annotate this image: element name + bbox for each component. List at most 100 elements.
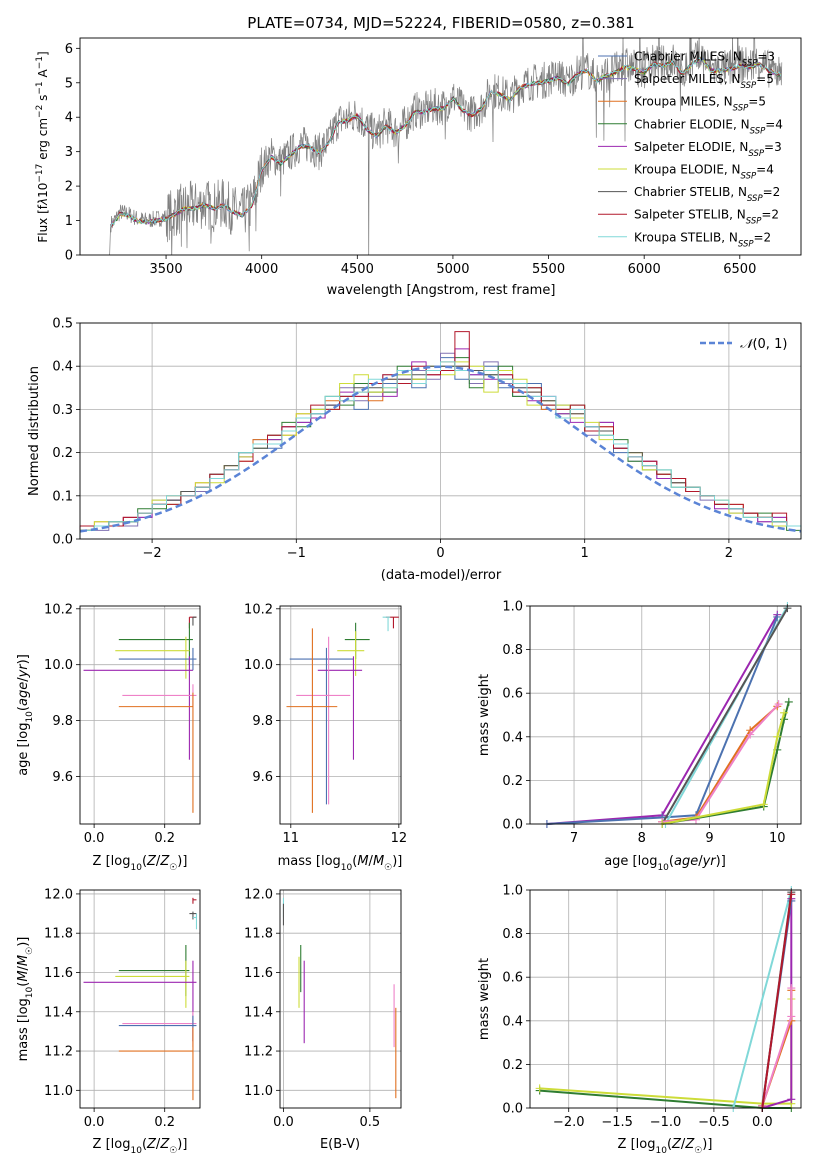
massweight-vs-Z-ytick-label: 0.4 bbox=[502, 1014, 523, 1029]
massweight-vs-Z-ytick-label: 0.8 bbox=[502, 927, 523, 942]
residual-plot-area bbox=[79, 322, 802, 540]
mass-vs-ebv-ytick-label: 11.2 bbox=[244, 1045, 273, 1060]
age-vs-mass-axes-frame bbox=[279, 605, 402, 825]
mass-vs-ebv-ytick-label: 11.4 bbox=[244, 1005, 273, 1020]
residual-ticks: −2 −1 0 1 2 0.0 0.1 0.2 0.3 0.4 0.5 bbox=[52, 317, 733, 562]
spectrum-ytick-label: 4 bbox=[65, 111, 73, 126]
age-vs-mass-ytick-label: 9.8 bbox=[252, 714, 273, 729]
mass-vs-Z-ytick-label: 11.4 bbox=[44, 1005, 73, 1020]
age-vs-mass-ytick-label: 9.6 bbox=[252, 770, 273, 785]
normal-legend-label: 𝒩(0, 1) bbox=[740, 337, 787, 352]
residual-xlabel: (data-model)/error bbox=[381, 568, 502, 583]
mass-vs-Z-ytick-label: 11.8 bbox=[44, 927, 73, 942]
massweight-vs-Z-panel: −2.0 −1.5 −1.0 −0.5 0.0 0.0 0.2 0.4 0.6 0.8 1.0 Z … bbox=[477, 884, 802, 1156]
plus-marker bbox=[787, 1012, 796, 1021]
spectrum-ylabel: Flux [fλ10−17 erg cm−2 s−1 A−1] bbox=[35, 51, 50, 242]
age-vs-mass-xtick-label: 12 bbox=[391, 831, 408, 846]
plus-marker bbox=[759, 800, 768, 809]
massweight-vs-age-xtick-label: 7 bbox=[570, 831, 578, 846]
mass-vs-ebv-ytick-label: 11.6 bbox=[244, 966, 273, 981]
massweight-vs-age-axes-frame bbox=[529, 605, 802, 825]
mass-vs-Z-ticks: 0.0 0.2 11.0 11.2 11.4 11.6 11.8 12.0 bbox=[44, 887, 175, 1130]
mass-vs-Z-xlabel: Z [log10(Z/Z☉)] bbox=[93, 1137, 188, 1156]
mass-vs-Z-ytick-label: 11.2 bbox=[44, 1045, 73, 1060]
age-vs-mass-panel: 11 12 9.6 9.8 10.0 10.2 mass [log10(M/M☉)] bbox=[244, 602, 407, 873]
spectrum-xtick-label: 4500 bbox=[341, 262, 374, 277]
legend-label: Chabrier ELODIE, NSSP=4 bbox=[634, 117, 783, 136]
massweight-vs-Z-ytick-label: 1.0 bbox=[502, 884, 523, 899]
massweight-vs-Z-ytick-label: 0.2 bbox=[502, 1058, 523, 1073]
plus-marker bbox=[784, 697, 793, 706]
series-line bbox=[661, 705, 778, 823]
plus-marker bbox=[773, 732, 782, 741]
age-vs-Z-ytick-label: 9.8 bbox=[52, 714, 73, 729]
spectrum-ytick-label: 2 bbox=[65, 180, 73, 195]
residuals-ytick-label: 0.0 bbox=[52, 533, 73, 548]
series-line bbox=[661, 607, 789, 825]
series-line bbox=[761, 894, 793, 1109]
residuals-xtick-label: 1 bbox=[581, 546, 589, 561]
spectrum-ytick-label: 6 bbox=[65, 42, 73, 57]
mass-vs-ebv-axes-frame bbox=[279, 889, 402, 1109]
mass-vs-ebv-plot-area bbox=[280, 890, 401, 1108]
residuals-xtick-label: 2 bbox=[725, 546, 733, 561]
spectrum-ticks: 3500 4000 4500 5000 5500 6000 6500 0 1 2 3 4 5 6 bbox=[65, 42, 757, 277]
massweight-vs-age-ytick-label: 0.4 bbox=[502, 730, 523, 745]
age-vs-Z-axes-frame bbox=[79, 605, 201, 825]
age-vs-Z-xtick-label: 0.0 bbox=[84, 831, 105, 846]
massweight-vs-age-xtick-label: 10 bbox=[769, 831, 786, 846]
age-vs-mass-xtick-label: 11 bbox=[283, 831, 300, 846]
residuals-ytick-label: 0.3 bbox=[52, 403, 73, 418]
massweight-vs-Z-xtick-label: −0.5 bbox=[698, 1115, 730, 1130]
mass-vs-Z-axes-frame bbox=[79, 889, 201, 1109]
massweight-vs-Z-xlabel: Z [log10(Z/Z☉)] bbox=[618, 1137, 713, 1156]
age-vs-mass-ytick-label: 10.0 bbox=[244, 658, 273, 673]
residuals-ytick-label: 0.2 bbox=[52, 446, 73, 461]
spectrum-xlabel: wavelength [Angstrom, rest frame] bbox=[327, 283, 556, 298]
plus-marker bbox=[787, 984, 796, 993]
mass-vs-Z-xtick-label: 0.0 bbox=[84, 1115, 105, 1130]
massweight-vs-age-panel: 7 8 9 10 0.0 0.2 0.4 0.6 0.8 1.0 age [log10(age/y… bbox=[477, 600, 802, 873]
massweight-vs-Z-plot-area bbox=[530, 886, 801, 1112]
residuals-ytick-label: 0.1 bbox=[52, 489, 73, 504]
age-vs-Z-ytick-label: 10.2 bbox=[44, 602, 73, 617]
spectrum-xtick-label: 6500 bbox=[723, 262, 756, 277]
massweight-vs-Z-xtick-label: −1.5 bbox=[601, 1115, 633, 1130]
mass-vs-ebv-xtick-label: 0.0 bbox=[273, 1115, 294, 1130]
mass-vs-Z-ytick-label: 11.6 bbox=[44, 966, 73, 981]
age-vs-Z-ytick-label: 9.6 bbox=[52, 770, 73, 785]
plus-marker bbox=[774, 700, 783, 709]
legend-label: Kroupa ELODIE, NSSP=4 bbox=[634, 163, 774, 182]
observed-spectrum-line bbox=[109, 38, 783, 255]
spectrum-legend: Chabrier MILES, NSSP=3 Salpeter MILES, NS… bbox=[598, 50, 783, 249]
massweight-vs-Z-xtick-label: 0.0 bbox=[752, 1115, 773, 1130]
mass-vs-ebv-ticks: 0.0 0.5 11.0 11.2 11.4 11.6 11.8 12.0 bbox=[244, 887, 380, 1130]
spectrum-ytick-label: 5 bbox=[65, 76, 73, 91]
mass-vs-ebv-xtick-label: 0.5 bbox=[360, 1115, 381, 1130]
spectrum-plot-area bbox=[109, 38, 783, 255]
spectrum-ytick-label: 0 bbox=[65, 249, 73, 264]
age-vs-mass-ticks: 11 12 9.6 9.8 10.0 10.2 bbox=[244, 602, 407, 846]
plus-marker bbox=[787, 1095, 796, 1104]
massweight-vs-age-ytick-label: 1.0 bbox=[502, 600, 523, 615]
mass-vs-Z-ylabel: mass [log10(M/M☉)] bbox=[16, 937, 35, 1062]
legend-label: Chabrier STELIB, NSSP=2 bbox=[634, 185, 780, 204]
age-vs-mass-xlabel: mass [log10(M/M☉)] bbox=[278, 854, 403, 873]
legend-label: Salpeter ELODIE, NSSP=3 bbox=[634, 140, 782, 159]
massweight-vs-age-xtick-label: 8 bbox=[638, 831, 646, 846]
age-vs-Z-plot-area bbox=[80, 606, 200, 824]
residual-ylabel: Normed distribution bbox=[27, 366, 42, 496]
legend-label: Chabrier MILES, NSSP=3 bbox=[634, 50, 775, 69]
age-vs-Z-ticks: 0.0 0.2 9.6 9.8 10.0 10.2 bbox=[44, 602, 175, 846]
massweight-vs-age-ylabel: mass weight bbox=[477, 674, 492, 756]
series-line bbox=[661, 701, 790, 825]
age-vs-Z-ylabel: age [log10(age/yr)] bbox=[16, 654, 35, 776]
legend-label: Salpeter MILES, NSSP=5 bbox=[634, 72, 774, 91]
legend-label: Salpeter STELIB, NSSP=2 bbox=[634, 208, 779, 227]
spectrum-xtick-label: 4000 bbox=[245, 262, 278, 277]
series-line bbox=[546, 614, 779, 825]
plus-marker bbox=[535, 1084, 544, 1093]
massweight-vs-age-ytick-label: 0.2 bbox=[502, 774, 523, 789]
spectrum-axes-frame bbox=[79, 37, 802, 256]
